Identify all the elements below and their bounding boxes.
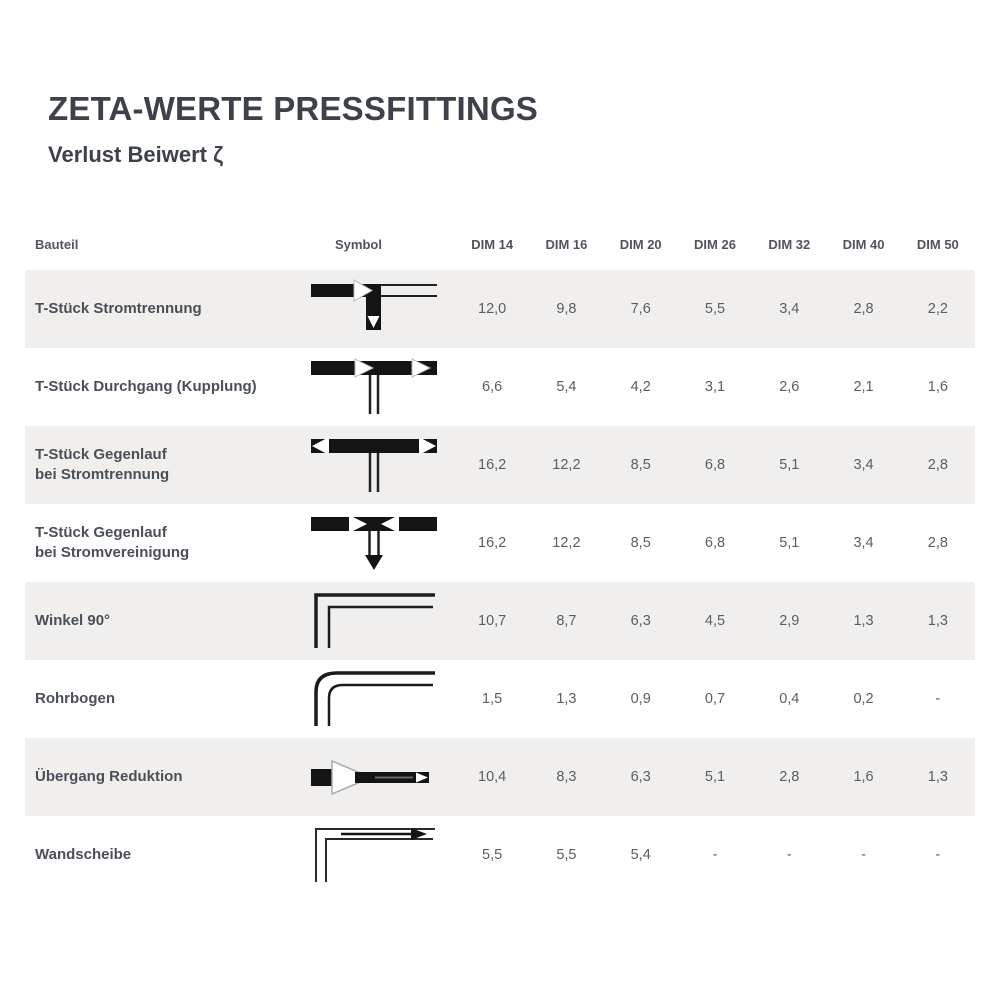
table-row: Wandscheibe 5,5 5,5 5,4 - - - - <box>25 816 975 894</box>
bauteil-label: Wandscheibe <box>35 845 132 863</box>
table-row: T-Stück Stromtrennung 12,0 9,8 7,6 5,5 3… <box>25 270 975 348</box>
zeta-value: 8,7 <box>556 613 577 629</box>
tee-flow-separation-icon <box>305 278 455 340</box>
zeta-value: 10,7 <box>478 613 507 629</box>
column-header-dim20: DIM 20 <box>619 236 662 252</box>
zeta-value: 8,5 <box>630 457 651 473</box>
tee-counterflow-merge-icon <box>305 512 455 574</box>
zeta-value: - <box>712 847 718 863</box>
zeta-value: - <box>935 691 941 707</box>
zeta-value: 4,2 <box>630 379 651 395</box>
table-row: Winkel 90° 10,7 8,7 6,3 4,5 2,9 1,3 1,3 <box>25 582 975 660</box>
column-header-dim40: DIM 40 <box>842 236 885 252</box>
zeta-value: 2,1 <box>853 379 874 395</box>
bauteil-label: T-Stück Durchgang (Kupplung) <box>35 377 257 395</box>
table-row: Übergang Reduktion 10,4 8,3 6,3 5,1 2,8 … <box>25 738 975 816</box>
bauteil-label: Übergang Reduktion <box>35 767 183 785</box>
zeta-value: 4,5 <box>704 613 726 629</box>
zeta-value: 6,8 <box>704 457 726 473</box>
zeta-value: 2,8 <box>779 769 800 785</box>
zeta-value: 2,9 <box>779 613 800 629</box>
zeta-value: 0,9 <box>630 691 651 707</box>
zeta-value: 1,3 <box>556 691 577 707</box>
pipe-bend-icon <box>305 668 455 730</box>
zeta-value: 0,2 <box>853 691 874 707</box>
zeta-value: 0,4 <box>779 691 800 707</box>
bauteil-label: T-Stück Gegenlauf bei Stromtrennung <box>35 445 170 483</box>
zeta-value: 3,4 <box>853 457 874 473</box>
column-header-dim14: DIM 14 <box>471 236 514 252</box>
table-row: T-Stück Gegenlauf bei Stromtrennung 16,2… <box>25 426 975 504</box>
zeta-value: 5,1 <box>704 769 726 785</box>
zeta-value: - <box>861 847 866 863</box>
zeta-value: 16,2 <box>478 457 507 473</box>
zeta-value: 6,8 <box>704 535 726 551</box>
zeta-value: - <box>935 847 941 863</box>
zeta-value: 5,4 <box>556 379 577 395</box>
zeta-value: 1,3 <box>927 769 948 785</box>
zeta-value: 2,2 <box>927 301 948 317</box>
page-subtitle: Verlust Beiwert ζ <box>48 142 224 167</box>
column-header-dim16: DIM 16 <box>545 236 588 252</box>
table-header-row: Bauteil Symbol DIM 14 DIM 16 DIM 20 DIM … <box>25 218 975 270</box>
zeta-value: 12,0 <box>478 301 507 317</box>
zeta-value: 1,6 <box>853 769 874 785</box>
zeta-value: 3,1 <box>704 379 726 395</box>
page-title: ZETA-WERTE PRESSFITTINGS <box>48 90 539 127</box>
zeta-value: 5,5 <box>556 847 577 863</box>
zeta-value: 6,3 <box>630 769 651 785</box>
zeta-value: 12,2 <box>552 457 581 473</box>
bauteil-label: Rohrbogen <box>35 689 115 707</box>
zeta-value: 12,2 <box>552 535 581 551</box>
zeta-value: 6,3 <box>630 613 651 629</box>
zeta-value: 1,3 <box>927 613 948 629</box>
tee-straight-through-icon <box>305 356 455 418</box>
zeta-value: 10,4 <box>478 769 507 785</box>
zeta-value: 5,4 <box>630 847 651 863</box>
reducer-icon <box>305 746 455 808</box>
zeta-value: 8,3 <box>556 769 577 785</box>
tee-counterflow-separation-icon <box>305 434 455 496</box>
zeta-value: 1,5 <box>482 691 503 707</box>
table-row: Rohrbogen 1,5 1,3 0,9 0,7 0,4 0,2 - <box>25 660 975 738</box>
wall-plate-elbow-icon <box>305 824 455 886</box>
zeta-value: 5,5 <box>482 847 503 863</box>
column-header-bauteil: Bauteil <box>35 236 79 252</box>
column-header-symbol: Symbol <box>335 236 382 252</box>
zeta-value: 5,1 <box>779 457 800 473</box>
column-header-dim50: DIM 50 <box>916 236 959 252</box>
bauteil-label: T-Stück Gegenlauf bei Stromvereinigung <box>35 523 190 561</box>
zeta-value: - <box>786 847 792 863</box>
zeta-values-table: Bauteil Symbol DIM 14 DIM 16 DIM 20 DIM … <box>25 218 975 894</box>
bauteil-label: T-Stück Stromtrennung <box>35 299 202 317</box>
zeta-value: 3,4 <box>779 301 800 317</box>
column-header-dim26: DIM 26 <box>694 236 736 252</box>
zeta-value: 1,3 <box>853 613 874 629</box>
zeta-value: 9,8 <box>556 301 577 317</box>
zeta-value: 2,8 <box>927 535 948 551</box>
zeta-value: 8,5 <box>630 535 651 551</box>
zeta-value: 3,4 <box>853 535 874 551</box>
zeta-value: 2,8 <box>853 301 874 317</box>
zeta-value: 2,8 <box>927 457 948 473</box>
zeta-value: 1,6 <box>927 379 948 395</box>
zeta-value: 5,1 <box>779 535 800 551</box>
zeta-value: 2,6 <box>779 379 800 395</box>
table-row: T-Stück Durchgang (Kupplung) 6,6 5,4 4,2… <box>25 348 975 426</box>
zeta-value: 0,7 <box>704 691 726 707</box>
zeta-value: 6,6 <box>482 379 503 395</box>
zeta-value: 16,2 <box>478 535 507 551</box>
zeta-value: 7,6 <box>630 301 651 317</box>
zeta-value: 5,5 <box>704 301 726 317</box>
table-row: T-Stück Gegenlauf bei Stromvereinigung 1… <box>25 504 975 582</box>
column-header-dim32: DIM 32 <box>768 236 811 252</box>
elbow-90-icon <box>305 590 455 652</box>
bauteil-label: Winkel 90° <box>35 611 111 629</box>
